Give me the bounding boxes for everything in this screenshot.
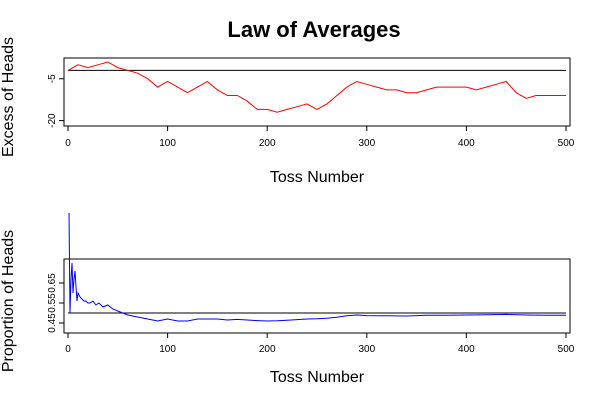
excess-of-heads-y-tick-label: -20 — [47, 113, 58, 128]
proportion-of-heads-x-tick-label: 0 — [65, 344, 71, 355]
proportion-of-heads-x-tick-label: 400 — [458, 344, 475, 355]
excess-of-heads-y-tick-label: -5 — [47, 74, 58, 83]
excess-of-heads-x-tick-label: 500 — [558, 138, 575, 149]
proportion-of-heads-panel: 0 100 200 300 400 500 0.450.550.65 Toss Number P… — [0, 212, 575, 386]
excess-of-heads-x-tick-label: 400 — [458, 138, 475, 149]
excess-of-heads-x-tick-label: 300 — [358, 138, 375, 149]
excess-of-heads-x-tick-label: 0 — [65, 138, 71, 149]
excess-of-heads-x-tick-label: 200 — [259, 138, 276, 149]
excess-of-heads-x-tick-label: 100 — [159, 138, 176, 149]
proportion-of-heads-y-tick-label: 0.55 — [47, 293, 58, 313]
proportion-of-heads-series-line — [68, 212, 566, 322]
excess-of-heads-plot-frame — [63, 57, 571, 127]
proportion-of-heads-plot-frame — [63, 258, 571, 334]
proportion-of-heads-x-tick-label: 100 — [159, 344, 176, 355]
excess-of-heads-series-line — [67, 61, 566, 113]
proportion-of-heads-y-tick-label: 0.65 — [47, 273, 58, 293]
excess-of-heads-panel: 0 100 200 300 400 500 -5 -20 Toss Number Excess o… — [0, 37, 575, 186]
excess-of-heads-x-axis-label: Toss Number — [270, 169, 365, 186]
proportion-of-heads-x-tick-label: 300 — [358, 344, 375, 355]
proportion-of-heads-y-axis-label: Proportion of Heads — [0, 230, 17, 372]
proportion-of-heads-x-tick-label: 200 — [259, 344, 276, 355]
figure-title: Law of Averages — [227, 17, 400, 42]
excess-of-heads-y-axis-label: Excess of Heads — [0, 37, 17, 157]
proportion-of-heads-x-axis-label: Toss Number — [270, 369, 365, 386]
proportion-of-heads-x-tick-label: 500 — [558, 344, 575, 355]
proportion-of-heads-y-tick-label: 0.45 — [47, 313, 58, 333]
